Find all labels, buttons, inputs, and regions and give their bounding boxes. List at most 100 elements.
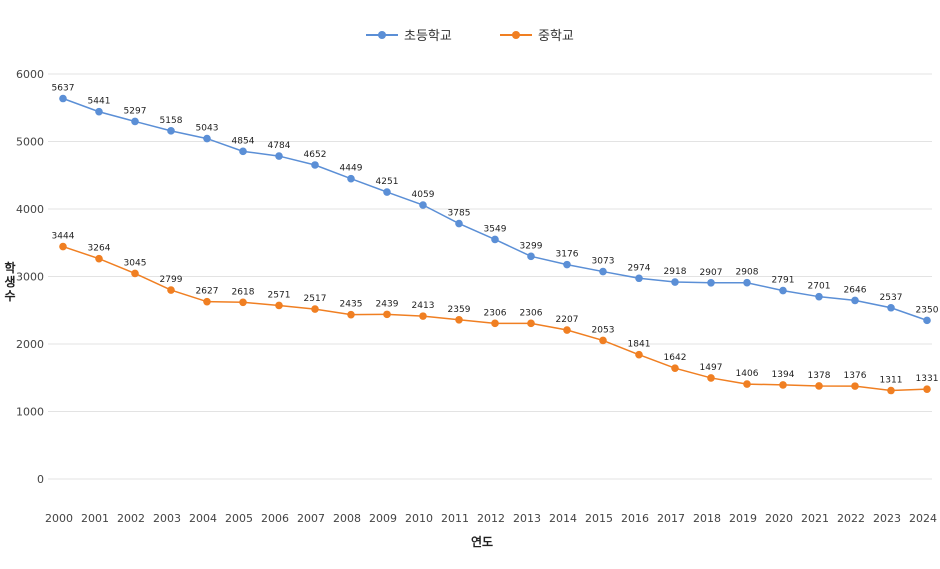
- y-axis-title-char: 수: [4, 289, 15, 303]
- y-axis-title-char: 생: [4, 274, 15, 289]
- data-point[interactable]: [275, 152, 283, 160]
- data-point[interactable]: [887, 386, 895, 395]
- data-label: 4059: [412, 190, 435, 200]
- data-point[interactable]: [923, 316, 931, 325]
- data-point[interactable]: [347, 174, 355, 183]
- data-label: 2413: [412, 301, 435, 311]
- data-point[interactable]: [815, 382, 823, 390]
- data-point[interactable]: [815, 292, 823, 301]
- data-point[interactable]: [851, 296, 859, 305]
- x-tick-label: 2023: [873, 512, 901, 525]
- data-point[interactable]: [203, 297, 211, 306]
- data-label: 5637: [52, 84, 75, 94]
- data-label: 1406: [736, 369, 759, 379]
- x-tick-label: 2004: [189, 512, 217, 525]
- data-label: 4251: [376, 177, 399, 187]
- data-point[interactable]: [671, 364, 679, 372]
- x-tick-label: 2014: [549, 512, 577, 525]
- data-point[interactable]: [671, 278, 679, 286]
- data-label: 3045: [124, 258, 147, 268]
- data-point[interactable]: [707, 278, 715, 287]
- data-label: 2618: [232, 287, 255, 297]
- legend-swatch-marker: [512, 31, 520, 39]
- x-tick-label: 2020: [765, 512, 793, 525]
- data-point[interactable]: [383, 188, 391, 196]
- data-label: 3176: [556, 250, 579, 260]
- data-label: 1378: [808, 371, 831, 381]
- data-label: 5441: [88, 97, 111, 107]
- data-label: 3264: [88, 244, 111, 254]
- x-tick-label: 2013: [513, 512, 541, 525]
- data-label: 2306: [484, 308, 507, 318]
- data-label: 3549: [484, 224, 507, 234]
- data-label: 1497: [700, 363, 723, 373]
- data-point[interactable]: [203, 134, 211, 143]
- data-point[interactable]: [491, 235, 499, 244]
- data-point[interactable]: [491, 319, 499, 328]
- x-tick-label: 2005: [225, 512, 253, 525]
- data-point[interactable]: [167, 286, 175, 294]
- data-point[interactable]: [527, 319, 535, 328]
- data-point[interactable]: [923, 385, 931, 393]
- data-point[interactable]: [779, 286, 787, 295]
- data-point[interactable]: [599, 336, 607, 345]
- data-point[interactable]: [239, 298, 247, 307]
- data-point[interactable]: [95, 107, 103, 116]
- data-point[interactable]: [311, 161, 319, 169]
- x-tick-label: 2022: [837, 512, 865, 525]
- data-point[interactable]: [743, 380, 751, 388]
- data-label: 2799: [160, 275, 183, 285]
- data-label: 2306: [520, 308, 543, 318]
- series-line: [62, 245, 928, 392]
- data-point[interactable]: [851, 382, 859, 390]
- data-point[interactable]: [311, 305, 319, 313]
- data-label: 3785: [448, 209, 471, 219]
- y-tick-label: 0: [37, 473, 44, 486]
- data-point[interactable]: [707, 374, 715, 382]
- legend-item[interactable]: 중학교: [500, 29, 574, 44]
- legend-swatch-marker: [378, 31, 386, 39]
- data-point[interactable]: [779, 381, 787, 389]
- legend[interactable]: 초등학교 중학교: [366, 29, 574, 44]
- x-tick-label: 2008: [333, 512, 361, 525]
- x-tick-label: 2012: [477, 512, 505, 525]
- data-point[interactable]: [59, 94, 67, 103]
- y-axis-title: 학생수: [4, 260, 15, 303]
- x-tick-label: 2016: [621, 512, 649, 525]
- data-point[interactable]: [887, 303, 895, 312]
- data-label: 1311: [880, 376, 903, 386]
- y-axis-ticks: 0 1000 2000 3000 4000 5000 6000: [16, 68, 44, 486]
- data-point[interactable]: [563, 326, 571, 334]
- data-point[interactable]: [419, 312, 427, 320]
- data-point[interactable]: [743, 278, 751, 287]
- data-point[interactable]: [563, 260, 571, 269]
- legend-item[interactable]: 초등학교: [366, 29, 452, 44]
- data-label: 2791: [772, 276, 795, 286]
- data-point[interactable]: [599, 267, 607, 276]
- data-point[interactable]: [455, 315, 463, 324]
- data-point[interactable]: [131, 117, 139, 126]
- data-point[interactable]: [347, 310, 355, 319]
- x-tick-label: 2024: [909, 512, 937, 525]
- data-point[interactable]: [527, 252, 535, 261]
- data-point[interactable]: [455, 219, 463, 228]
- data-point[interactable]: [95, 254, 103, 263]
- data-point[interactable]: [275, 301, 283, 310]
- data-point[interactable]: [419, 201, 427, 209]
- data-label: 2439: [376, 299, 399, 309]
- data-point[interactable]: [383, 310, 391, 319]
- data-point[interactable]: [635, 350, 643, 359]
- grid: [48, 73, 932, 480]
- data-label: 3299: [520, 241, 543, 251]
- data-point[interactable]: [635, 274, 643, 283]
- data-point[interactable]: [167, 127, 175, 135]
- data-point[interactable]: [59, 242, 67, 251]
- x-tick-label: 2009: [369, 512, 397, 525]
- data-label: 3073: [592, 257, 615, 267]
- series-1: 5637 5441 5297 5158 5043 4854 4784 4652 4449 4251…: [52, 84, 939, 325]
- data-label: 4854: [232, 136, 255, 146]
- data-point[interactable]: [131, 269, 139, 278]
- data-point[interactable]: [239, 147, 247, 156]
